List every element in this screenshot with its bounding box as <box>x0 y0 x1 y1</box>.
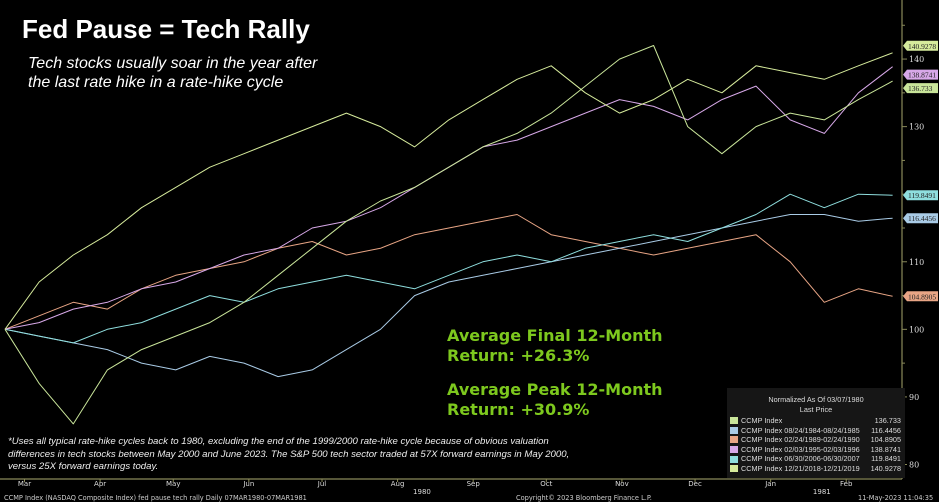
y-tick-label: 100 <box>909 325 924 334</box>
copyright: Copyright© 2023 Bloomberg Finance L.P. <box>516 494 652 502</box>
legend-value: 140.9278 <box>870 463 901 473</box>
legend-label: CCMP Index 02/24/1989-02/24/1990 <box>741 435 860 445</box>
legend-entry: CCMP Index 08/24/1984-08/24/1985 116.4456 <box>727 426 905 436</box>
last-price-label: 104.8905 <box>908 292 936 301</box>
last-price-tag <box>903 190 938 201</box>
last-price-label: 138.8741 <box>908 71 936 80</box>
series-line <box>4 214 893 378</box>
x-tick-label: Nov <box>615 480 629 488</box>
legend: Normalized As Of 03/07/1980 Last Price C… <box>727 388 905 478</box>
x-tick-label: Dec <box>688 480 702 488</box>
legend-swatch <box>730 455 738 463</box>
y-tick-label: 130 <box>909 123 924 132</box>
legend-subtitle: Last Price <box>799 405 833 414</box>
footnote-line: *Uses all typical rate-hike cycles back … <box>8 436 549 447</box>
chart-subtitle: Tech stocks usually soar in the year aft… <box>28 54 317 92</box>
x-tick-label: Sep <box>467 480 481 488</box>
subtitle-line: Tech stocks usually soar in the year aft… <box>28 55 318 72</box>
legend-value: 104.8905 <box>870 435 901 445</box>
annotation-line: Return: +30.9% <box>447 400 590 419</box>
annotation-final-return: Average Final 12-Month Return: +26.3% <box>447 326 663 366</box>
x-tick-label: Mar <box>18 480 31 488</box>
annotation-line: Return: +26.3% <box>447 346 590 365</box>
bottom-bar-description: CCMP Index (NASDAQ Composite Index) fed … <box>4 494 307 502</box>
series-line <box>4 214 893 330</box>
legend-entry: CCMP Index 136.733 <box>727 416 905 426</box>
legend-entry: CCMP Index 02/03/1995-02/03/1996 138.8741 <box>727 445 905 455</box>
last-price-tag <box>903 69 938 80</box>
legend-value: 119.8491 <box>871 454 901 464</box>
y-tick-label: 80 <box>909 460 919 469</box>
legend-label: CCMP Index 02/03/1995-02/03/1996 <box>741 444 860 454</box>
legend-entry: CCMP Index 12/21/2018-12/21/2019 140.9278 <box>727 464 905 474</box>
legend-label: CCMP Index <box>741 416 783 425</box>
legend-value: 116.4456 <box>871 425 901 435</box>
x-year-label: 1980 <box>413 488 431 496</box>
x-tick-label: Jan <box>764 480 776 488</box>
y-tick-label: 140 <box>909 55 924 64</box>
x-tick-label: Apr <box>94 480 106 488</box>
annotation-line: Average Peak 12-Month <box>447 380 663 399</box>
x-tick-label: Oct <box>540 480 552 488</box>
last-price-label: 140.9278 <box>908 42 936 51</box>
subtitle-line: the last rate hike in a rate-hike cycle <box>28 74 284 91</box>
legend-entry: CCMP Index 02/24/1989-02/24/1990 104.8905 <box>727 435 905 445</box>
annotation-peak-return: Average Peak 12-Month Return: +30.9% <box>447 380 663 420</box>
x-tick-label: Jun <box>242 480 254 488</box>
footnote-line: versus 25X forward earnings today. <box>8 461 159 472</box>
last-price-tag <box>903 83 938 94</box>
last-price-tag <box>903 213 938 224</box>
x-tick-label: Jul <box>317 480 327 488</box>
x-tick-label: Aug <box>391 480 405 488</box>
y-tick-label: 90 <box>909 393 919 402</box>
legend-swatch <box>730 465 738 473</box>
footnote-line: differences in tech stocks between May 2… <box>8 448 570 460</box>
legend-swatch <box>730 446 738 454</box>
chart-title: Fed Pause = Tech Rally <box>22 14 310 44</box>
legend-label: CCMP Index 06/30/2006-06/30/2007 <box>741 454 860 464</box>
legend-label: CCMP Index 08/24/1984-08/24/1985 <box>741 425 860 435</box>
series-line <box>4 66 893 330</box>
legend-swatch <box>730 436 738 444</box>
legend-value: 138.8741 <box>870 444 901 454</box>
series-line <box>4 52 893 330</box>
legend-title: Normalized As Of 03/07/1980 <box>768 395 864 404</box>
legend-swatch <box>730 426 738 434</box>
x-tick-label: Feb <box>840 480 853 488</box>
x-year-label: 1981 <box>813 488 831 496</box>
series-line <box>4 45 893 425</box>
annotation-line: Average Final 12-Month <box>447 326 663 345</box>
legend-label: CCMP Index 12/21/2018-12/21/2019 <box>741 463 860 473</box>
timestamp: 11-May-2023 11:04:35 <box>858 494 934 502</box>
last-price-tag <box>903 291 938 302</box>
y-tick-label: 110 <box>909 258 924 267</box>
last-price-label: 136.733 <box>908 84 933 93</box>
last-price-label: 119.8491 <box>908 191 936 200</box>
x-tick-label: May <box>166 480 180 488</box>
series-line <box>4 193 893 344</box>
legend-entry: CCMP Index 06/30/2006-06/30/2007 119.8491 <box>727 454 905 464</box>
legend-header: Normalized As Of 03/07/1980 Last Price <box>727 395 905 415</box>
last-price-tag <box>903 40 938 51</box>
legend-value: 136.733 <box>874 416 901 425</box>
footnote: *Uses all typical rate-hike cycles back … <box>8 436 723 474</box>
legend-swatch <box>730 417 738 425</box>
last-price-label: 116.4456 <box>908 214 936 223</box>
